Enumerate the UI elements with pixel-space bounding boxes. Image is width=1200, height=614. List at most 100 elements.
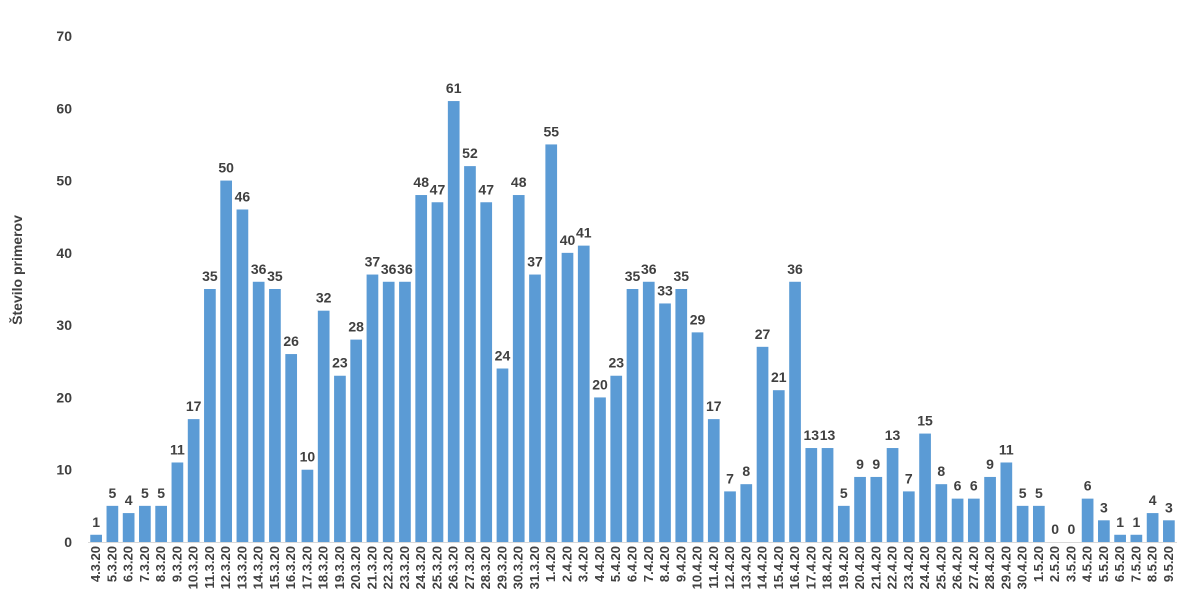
x-tick-label: 9.5.20 [1161,546,1176,582]
bar [269,289,281,542]
bar [171,462,184,542]
data-label: 5 [1035,485,1043,501]
y-tick-label: 0 [64,534,72,550]
bar [577,245,590,542]
data-label: 36 [251,261,267,277]
data-label: 8 [742,463,750,479]
x-tick-label: 22.3.20 [381,546,396,589]
bar [1081,498,1094,542]
data-label: 6 [1084,478,1092,494]
x-tick-label: 3.5.20 [1063,546,1078,582]
data-label: 4 [125,492,133,508]
x-tick-label: 14.3.20 [251,546,266,589]
bar [204,289,216,542]
data-label: 4 [1149,492,1157,508]
x-tick-label: 26.4.20 [950,546,965,589]
data-label: 17 [186,398,202,414]
bar [935,484,948,542]
x-tick-label: 20.4.20 [852,546,867,589]
data-label: 36 [641,261,657,277]
x-tick-label: 10.3.20 [186,546,201,589]
bar [610,375,623,542]
data-label: 0 [1067,521,1075,537]
x-tick-label: 12.4.20 [722,546,737,589]
x-tick-label: 7.5.20 [1128,546,1143,582]
x-tick-label: 2.4.20 [559,546,574,582]
data-label: 32 [316,290,332,306]
data-label: 61 [446,80,462,96]
data-label: 6 [954,478,962,494]
data-label: 9 [856,456,864,472]
x-tick-label: 15.3.20 [267,546,282,589]
data-label: 10 [300,449,316,465]
x-tick-label: 30.4.20 [1015,546,1030,589]
data-label: 35 [625,268,641,284]
data-label: 13 [820,427,836,443]
bar [902,491,915,542]
bar [1032,505,1045,542]
bar [984,476,996,542]
data-label: 36 [787,261,803,277]
x-tick-label: 18.4.20 [820,546,835,589]
bar [837,505,850,542]
x-tick-label: 8.3.20 [153,546,168,582]
data-label: 47 [430,181,446,197]
bar [659,303,671,542]
x-tick-label: 27.4.20 [966,546,981,589]
x-tick-label: 16.3.20 [283,546,298,589]
bar [512,195,525,542]
x-tick-label: 26.3.20 [446,546,461,589]
x-tick-label: 13.4.20 [738,546,753,589]
bar [139,505,151,542]
data-label: 46 [235,188,251,204]
x-tick-label: 30.3.20 [511,546,526,589]
bar [642,281,655,542]
data-label: 27 [755,326,771,342]
data-label: 1 [1132,514,1140,530]
bar [431,202,444,542]
data-label: 5 [1019,485,1027,501]
bar [1146,513,1159,542]
x-tick-label: 28.4.20 [982,546,997,589]
bar [399,281,411,542]
bar [772,390,785,542]
x-tick-label: 28.3.20 [478,546,493,589]
data-label: 28 [348,319,364,335]
data-label: 11 [999,441,1014,457]
bar [301,469,314,542]
bar [334,375,346,542]
x-tick-label: 22.4.20 [885,546,900,589]
x-tick-label: 29.3.20 [494,546,509,589]
bar [236,209,249,542]
bar [464,166,476,542]
x-tick-label: 5.3.20 [104,546,119,582]
data-label: 8 [937,463,945,479]
bar [285,354,298,542]
y-tick-label: 30 [56,317,72,333]
data-label: 33 [657,282,673,298]
data-label: 13 [885,427,901,443]
bar [626,289,639,542]
bar [789,281,801,542]
data-label: 11 [170,441,185,457]
bar [496,368,509,542]
x-tick-label: 4.5.20 [1080,546,1095,582]
x-tick-label: 13.3.20 [234,546,249,589]
x-tick-label: 2.5.20 [1047,546,1062,582]
bar [545,144,558,542]
bar [854,476,866,542]
data-label: 36 [381,261,397,277]
bar [886,448,899,542]
bar [350,339,363,542]
data-label: 7 [905,470,913,486]
y-tick-label: 60 [56,100,72,116]
bar [967,498,980,542]
data-label: 9 [872,456,880,472]
bar [317,310,330,542]
data-label: 52 [462,145,478,161]
y-axis-ticks: 0 10 20 30 40 50 60 70 [56,28,72,550]
data-label: 55 [543,123,559,139]
x-tick-label: 9.3.20 [169,546,184,582]
data-label: 3 [1100,499,1108,515]
